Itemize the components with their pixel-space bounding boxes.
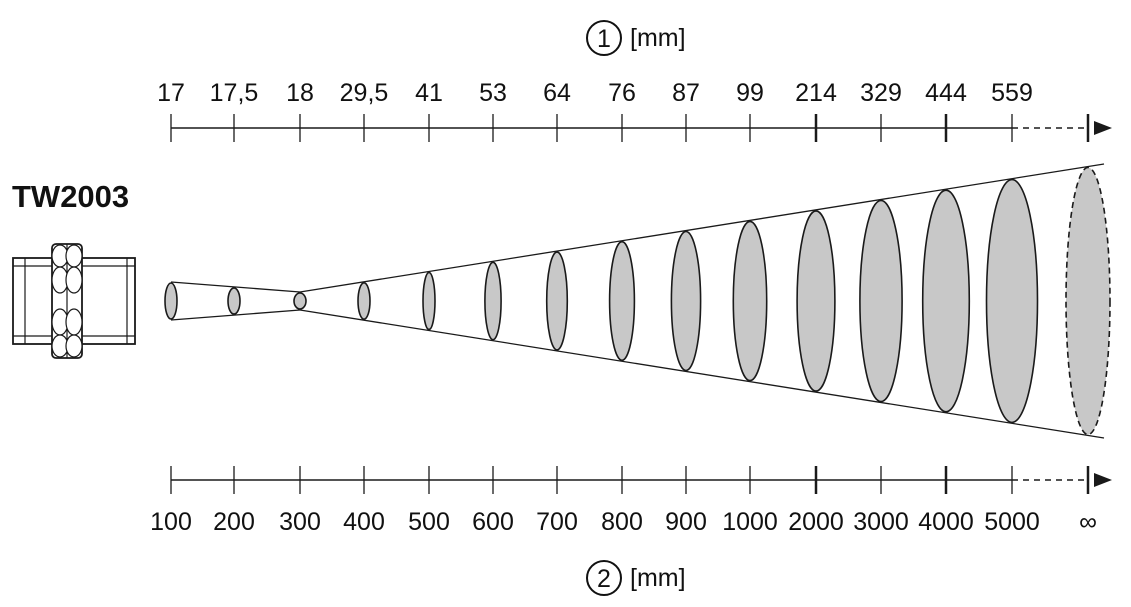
top-axis-tick-label: 99 bbox=[736, 79, 764, 107]
top-axis-tick-label: 559 bbox=[991, 79, 1033, 107]
bottom-axis-tick-label: ∞ bbox=[1079, 508, 1097, 536]
top-axis-tick-label: 64 bbox=[543, 79, 571, 107]
top-axis-tick-label: 18 bbox=[286, 79, 314, 107]
bottom-axis-tick-label: 200 bbox=[213, 508, 255, 536]
top-axis-tick-label: 329 bbox=[860, 79, 902, 107]
bottom-axis-tick-label: 900 bbox=[665, 508, 707, 536]
beam-upper-edge-near bbox=[170, 281, 301, 293]
top-axis-title: 1 [mm] bbox=[586, 20, 686, 56]
top-axis-unit: [mm] bbox=[630, 24, 686, 52]
measuring-spot bbox=[985, 178, 1039, 424]
top-axis-marker-circle bbox=[586, 20, 622, 56]
top-axis-tick-label: 76 bbox=[608, 79, 636, 107]
bottom-axis-tick-label: 1000 bbox=[722, 508, 778, 536]
bottom-axis-arrow-icon bbox=[1094, 473, 1112, 487]
top-axis-tick-label: 214 bbox=[795, 79, 837, 107]
bottom-axis-tick-label: 100 bbox=[150, 508, 192, 536]
top-axis-arrow-icon bbox=[1094, 121, 1112, 135]
bottom-axis-tick-label: 2000 bbox=[788, 508, 844, 536]
bottom-axis-tick-label: 300 bbox=[279, 508, 321, 536]
bottom-axis-marker-number: 2 bbox=[597, 565, 611, 593]
bottom-axis-tick-label: 3000 bbox=[853, 508, 909, 536]
measuring-spot bbox=[484, 261, 502, 341]
measuring-spot bbox=[796, 210, 836, 392]
measuring-spot bbox=[164, 282, 178, 320]
top-axis-tick-label: 17,5 bbox=[210, 79, 259, 107]
bottom-axis-tick-label: 800 bbox=[601, 508, 643, 536]
measuring-spot bbox=[670, 230, 702, 372]
beam-lower-edge-near bbox=[170, 309, 301, 321]
beam-lower-edge-far bbox=[299, 309, 1105, 439]
top-axis: 17 17,5 18 29,5 41 53 64 76 87 99 214 329 444 559 bbox=[157, 79, 1112, 142]
top-axis-tick-label: 41 bbox=[415, 79, 443, 107]
measuring-spot-infinity bbox=[1065, 166, 1111, 436]
top-axis-tick-label: 17 bbox=[157, 79, 185, 107]
bottom-axis-title: 2 [mm] bbox=[586, 560, 686, 596]
bottom-axis-tick-label: 4000 bbox=[918, 508, 974, 536]
top-axis-tick-label: 87 bbox=[672, 79, 700, 107]
model-label: TW2003 bbox=[12, 179, 129, 214]
measuring-spots bbox=[164, 166, 1111, 436]
measuring-spot bbox=[422, 271, 436, 331]
measuring-spot bbox=[921, 189, 971, 413]
measuring-spot bbox=[293, 292, 307, 310]
measuring-spot bbox=[227, 287, 241, 315]
measuring-spot bbox=[608, 240, 636, 362]
bottom-axis-tick-label: 500 bbox=[408, 508, 450, 536]
bottom-axis-tick-label: 700 bbox=[536, 508, 578, 536]
top-axis-tick-label: 53 bbox=[479, 79, 507, 107]
top-axis-marker-number: 1 bbox=[597, 25, 611, 53]
top-axis-tick-label: 29,5 bbox=[340, 79, 389, 107]
bottom-axis-tick-label: 400 bbox=[343, 508, 385, 536]
sensor-icon bbox=[12, 243, 136, 359]
bottom-axis-tick-label: 600 bbox=[472, 508, 514, 536]
beam-cone bbox=[170, 163, 1105, 439]
measuring-spot bbox=[859, 199, 903, 403]
top-axis-tick-label: 444 bbox=[925, 79, 967, 107]
bottom-axis-tick-label: 5000 bbox=[984, 508, 1040, 536]
measuring-spot bbox=[357, 281, 371, 320]
bottom-axis-unit: [mm] bbox=[630, 564, 686, 592]
bottom-axis: 100 200 300 400 500 600 700 800 900 1000 2000 3000 4… bbox=[150, 466, 1112, 536]
beam-upper-edge-far bbox=[299, 163, 1105, 293]
measuring-spot bbox=[545, 251, 569, 351]
bottom-axis-marker-circle bbox=[586, 560, 622, 596]
measuring-spot bbox=[732, 220, 768, 382]
